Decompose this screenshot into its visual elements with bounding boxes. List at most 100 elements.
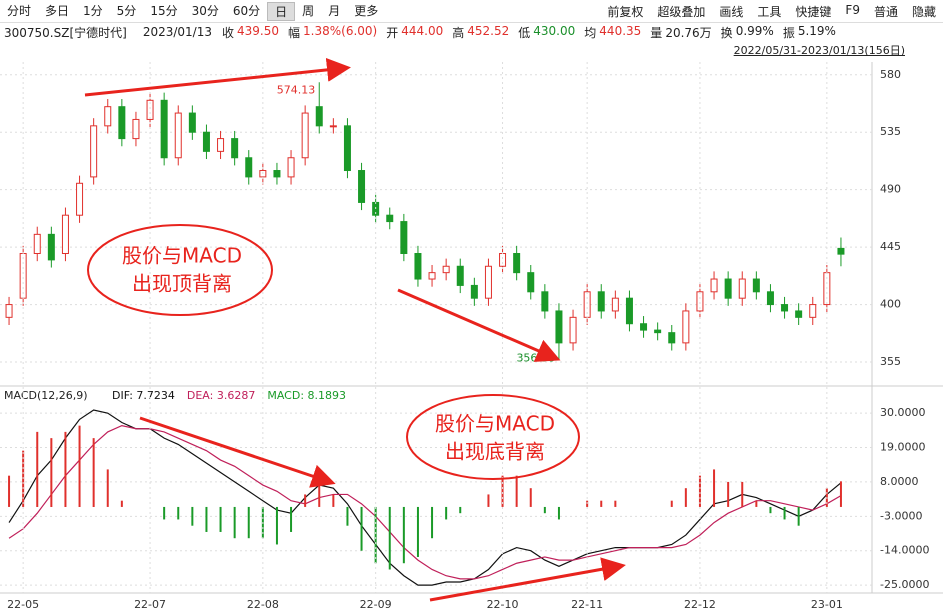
candle-body xyxy=(202,131,210,152)
field-value: 0.99% xyxy=(735,23,774,38)
candle-body xyxy=(287,157,295,178)
period-button[interactable]: 更多 xyxy=(354,3,379,18)
candle-body xyxy=(527,272,535,293)
note-text: 出现顶背离 xyxy=(132,272,232,296)
y-tick-label: 445 xyxy=(880,240,901,253)
candle-body xyxy=(569,316,577,344)
tool-button[interactable]: 快捷键 xyxy=(795,4,832,19)
candle-body xyxy=(442,265,450,274)
candle-body xyxy=(541,291,549,312)
candle-body xyxy=(414,253,422,280)
tool-button[interactable]: 工具 xyxy=(757,4,782,19)
tool-button[interactable]: 普通 xyxy=(873,4,898,19)
tool-button[interactable]: F9 xyxy=(845,2,860,17)
period-button[interactable]: 多日 xyxy=(45,3,70,18)
quote-row: 300750.SZ[宁德时代] 2023/01/13 收 439.50 幅 1.38%… xyxy=(0,22,943,42)
field-value: 430.00 xyxy=(533,23,576,38)
field-label: 高 xyxy=(452,25,465,40)
candle-body xyxy=(5,304,13,318)
note-text: 股价与MACD xyxy=(435,412,555,436)
candle-body xyxy=(668,332,676,344)
y-tick-label: 19.0000 xyxy=(880,441,926,454)
note-text: 股价与MACD xyxy=(122,244,242,268)
legend-entry: DEA: 3.6287 xyxy=(187,389,255,402)
quote-date: 2023/01/13 xyxy=(142,25,212,39)
period-button[interactable]: 分时 xyxy=(7,3,32,18)
x-tick-label: 22-07 xyxy=(134,598,166,611)
candle-body xyxy=(682,310,690,344)
legend-entry: DIF: 7.7234 xyxy=(112,389,175,402)
candle-body xyxy=(174,112,182,159)
candle-body xyxy=(343,125,351,172)
stock-code: 300750.SZ[宁德时代] xyxy=(4,25,127,40)
field-value: 440.35 xyxy=(599,23,642,38)
candle-body xyxy=(499,253,507,267)
period-button[interactable]: 15分 xyxy=(150,3,178,18)
field-value: 1.38%(6.00) xyxy=(303,23,378,38)
candle-body xyxy=(724,278,732,299)
y-tick-label: 400 xyxy=(880,298,901,311)
divergence-arrows xyxy=(84,57,626,602)
candle-body xyxy=(738,278,746,299)
candle-body xyxy=(61,214,69,255)
tool-button[interactable]: 前复权 xyxy=(607,4,644,19)
field-label: 量 xyxy=(650,25,663,40)
high-label: 574.13 xyxy=(277,83,316,96)
candle-body xyxy=(484,265,492,299)
candle-body xyxy=(513,253,521,274)
candle-body xyxy=(386,214,394,223)
x-tick-label: 22-10 xyxy=(487,598,519,611)
field-label: 幅 xyxy=(288,25,301,40)
period-button[interactable]: 60分 xyxy=(232,3,261,18)
period-button[interactable]: 5分 xyxy=(116,3,137,18)
candle-body xyxy=(611,297,619,312)
x-tick-label: 22-05 xyxy=(7,598,39,611)
indicator-title: MACD(12,26,9) xyxy=(4,389,88,402)
period-button[interactable]: 月 xyxy=(328,3,341,18)
candle-body xyxy=(710,278,718,293)
date-range[interactable]: 2022/05/31-2023/01/13(156日) xyxy=(733,44,905,57)
candle-body xyxy=(809,304,817,318)
candle-body xyxy=(358,170,366,203)
candle-body xyxy=(766,291,774,306)
candle-body xyxy=(273,170,281,178)
tool-button[interactable]: 画线 xyxy=(719,4,744,19)
candle-body xyxy=(90,125,98,178)
y-tick-label: 535 xyxy=(880,125,901,138)
candle-body xyxy=(654,329,662,334)
field-label: 收 xyxy=(222,25,235,40)
y-tick-label: 355 xyxy=(880,355,901,368)
candle-body xyxy=(146,99,154,120)
candle-body xyxy=(76,182,84,216)
tool-button[interactable]: 超级叠加 xyxy=(657,4,706,19)
candle-body xyxy=(217,138,225,152)
period-button[interactable]: 1分 xyxy=(83,3,103,18)
y-tick-label: -14.0000 xyxy=(880,544,929,557)
y-tick-label: -25.0000 xyxy=(880,578,929,591)
legend-entry: MACD: 8.1893 xyxy=(267,389,346,402)
candle-body xyxy=(47,233,55,261)
y-tick-label: 490 xyxy=(880,183,901,196)
period-button[interactable]: 30分 xyxy=(191,3,219,18)
field-label: 均 xyxy=(584,25,597,40)
y-tick-label: 580 xyxy=(880,68,901,81)
x-tick-label: 22-12 xyxy=(684,598,716,611)
candle-body xyxy=(315,106,323,127)
note-text: 出现底背离 xyxy=(445,440,545,464)
x-tick-label: 23-01 xyxy=(811,598,843,611)
candle-body xyxy=(33,233,41,255)
candle-body xyxy=(640,323,648,331)
field-label: 开 xyxy=(386,25,399,40)
candle-body xyxy=(188,112,196,133)
y-tick-label: 8.0000 xyxy=(880,475,919,488)
candle-body xyxy=(625,297,633,325)
candle-body xyxy=(160,99,168,159)
period-button[interactable]: 周 xyxy=(302,3,315,18)
candle-body xyxy=(696,291,704,312)
candle-body xyxy=(470,284,478,299)
tool-button[interactable]: 隐藏 xyxy=(911,4,936,19)
period-button[interactable]: 日 xyxy=(267,1,296,21)
note-oval xyxy=(87,224,273,316)
